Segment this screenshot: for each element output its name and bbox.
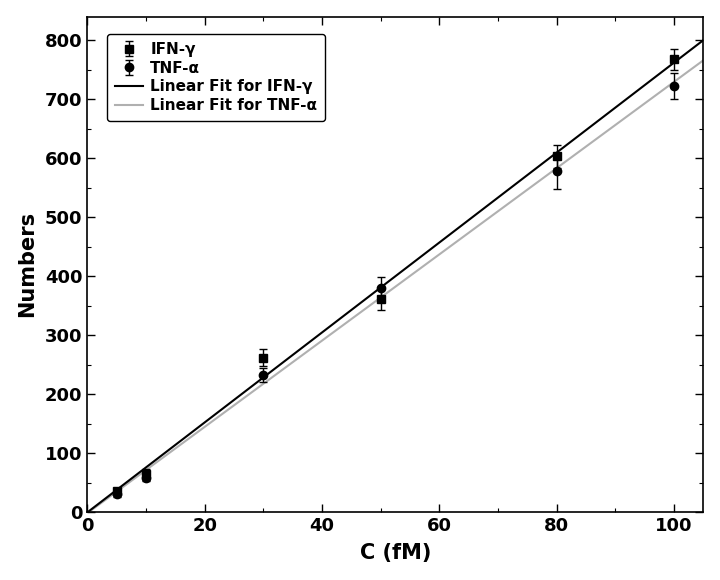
Linear Fit for TNF-α (602, 128, 611, 135)
Linear Fit for TNF-α (448, 241, 456, 248)
Linear Fit for TNF-α (85, 508, 94, 515)
Line: Linear Fit for IFN-γ: Linear Fit for IFN-γ (88, 40, 703, 512)
Linear Fit for TNF-α (460, 233, 469, 240)
Linear Fit for IFN-γ (642, 81, 650, 88)
Linear Fit for IFN-γ (699, 37, 708, 44)
Legend: IFN-γ, TNF-α, Linear Fit for IFN-γ, Linear Fit for TNF-α: IFN-γ, TNF-α, Linear Fit for IFN-γ, Line… (107, 34, 325, 121)
Linear Fit for IFN-γ (460, 220, 469, 227)
Linear Fit for TNF-α (450, 240, 459, 247)
X-axis label: C (fM): C (fM) (360, 543, 431, 563)
Linear Fit for IFN-γ (602, 111, 611, 118)
Linear Fit for IFN-γ (85, 507, 94, 514)
Line: Linear Fit for TNF-α: Linear Fit for TNF-α (88, 60, 703, 513)
Linear Fit for IFN-γ (450, 228, 459, 235)
Linear Fit for TNF-α (642, 99, 650, 106)
Linear Fit for TNF-α (84, 510, 92, 517)
Linear Fit for TNF-α (699, 57, 708, 64)
Linear Fit for IFN-γ (448, 229, 456, 236)
Linear Fit for IFN-γ (84, 509, 92, 516)
Y-axis label: Numbers: Numbers (17, 211, 37, 317)
